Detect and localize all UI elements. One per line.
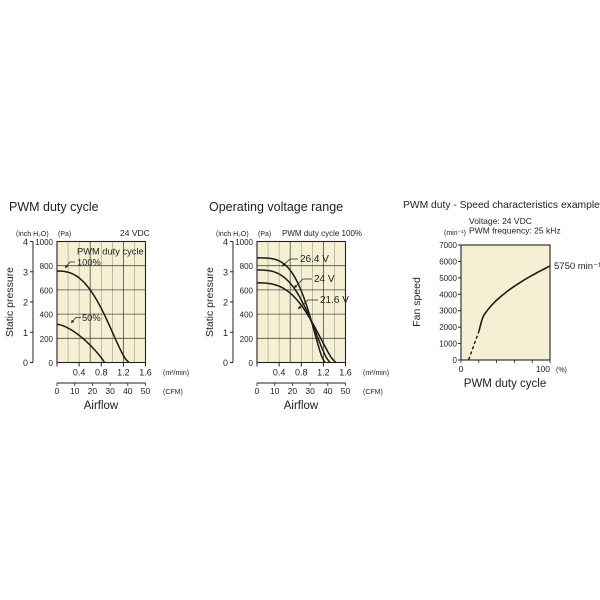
svg-text:200: 200 bbox=[240, 335, 254, 344]
svg-text:2: 2 bbox=[23, 298, 28, 308]
svg-text:600: 600 bbox=[240, 286, 254, 295]
svg-text:(Pa): (Pa) bbox=[58, 231, 71, 238]
svg-text:50%: 50% bbox=[82, 313, 101, 323]
svg-text:800: 800 bbox=[240, 262, 254, 271]
svg-text:50: 50 bbox=[141, 386, 151, 396]
svg-text:6000: 6000 bbox=[439, 257, 457, 266]
svg-text:1: 1 bbox=[223, 328, 228, 338]
svg-text:(CFM): (CFM) bbox=[163, 389, 183, 396]
svg-text:0: 0 bbox=[23, 358, 28, 368]
svg-text:(m³/min): (m³/min) bbox=[363, 370, 389, 377]
svg-text:24 VDC: 24 VDC bbox=[120, 228, 150, 238]
svg-text:0.4: 0.4 bbox=[73, 368, 86, 378]
svg-text:0: 0 bbox=[249, 359, 254, 368]
svg-text:4: 4 bbox=[23, 237, 28, 247]
svg-text:2: 2 bbox=[223, 298, 228, 308]
svg-text:0: 0 bbox=[255, 386, 260, 396]
svg-text:1.2: 1.2 bbox=[317, 368, 330, 378]
svg-text:10: 10 bbox=[270, 386, 280, 396]
svg-text:3: 3 bbox=[23, 267, 28, 277]
svg-text:0.4: 0.4 bbox=[273, 368, 286, 378]
svg-text:400: 400 bbox=[40, 311, 54, 320]
svg-text:(inch H₂O): (inch H₂O) bbox=[216, 231, 249, 238]
svg-text:0.8: 0.8 bbox=[95, 368, 108, 378]
svg-text:5000: 5000 bbox=[439, 274, 457, 283]
svg-text:200: 200 bbox=[40, 335, 54, 344]
svg-text:PWM duty cycle: PWM duty cycle bbox=[464, 378, 546, 390]
svg-text:7000: 7000 bbox=[439, 241, 457, 250]
svg-text:40: 40 bbox=[123, 386, 133, 396]
svg-text:10: 10 bbox=[70, 386, 80, 396]
svg-text:2000: 2000 bbox=[439, 323, 457, 332]
svg-text:1000: 1000 bbox=[439, 340, 457, 349]
svg-text:Airflow: Airflow bbox=[84, 400, 119, 412]
svg-text:1.6: 1.6 bbox=[339, 368, 352, 378]
svg-text:0: 0 bbox=[459, 364, 464, 374]
svg-text:Voltage: 24 VDC: Voltage: 24 VDC bbox=[469, 216, 532, 226]
svg-text:(CFM): (CFM) bbox=[363, 389, 383, 396]
svg-text:1: 1 bbox=[23, 328, 28, 338]
svg-text:30: 30 bbox=[305, 386, 315, 396]
svg-text:4000: 4000 bbox=[439, 290, 457, 299]
svg-text:(min⁻¹): (min⁻¹) bbox=[444, 230, 466, 237]
svg-text:Fan speed: Fan speed bbox=[411, 277, 423, 327]
svg-text:1.2: 1.2 bbox=[117, 368, 130, 378]
svg-text:24 V: 24 V bbox=[314, 274, 335, 285]
svg-text:26.4 V: 26.4 V bbox=[300, 254, 329, 265]
svg-text:PWM duty cycle: PWM duty cycle bbox=[77, 247, 144, 257]
svg-text:20: 20 bbox=[288, 386, 298, 396]
svg-text:Static pressure: Static pressure bbox=[204, 267, 216, 337]
svg-text:800: 800 bbox=[40, 262, 54, 271]
svg-text:40: 40 bbox=[323, 386, 333, 396]
svg-text:50: 50 bbox=[341, 386, 351, 396]
svg-text:3000: 3000 bbox=[439, 307, 457, 316]
svg-text:400: 400 bbox=[240, 311, 254, 320]
svg-text:100%: 100% bbox=[77, 258, 101, 268]
svg-text:21.6 V: 21.6 V bbox=[320, 295, 349, 306]
svg-text:(m³/min): (m³/min) bbox=[163, 370, 189, 377]
svg-text:0: 0 bbox=[453, 356, 458, 365]
svg-text:0.8: 0.8 bbox=[295, 368, 308, 378]
svg-text:(inch H₂O): (inch H₂O) bbox=[16, 231, 49, 238]
svg-text:1000: 1000 bbox=[35, 238, 53, 247]
svg-text:1.6: 1.6 bbox=[139, 368, 152, 378]
svg-text:100: 100 bbox=[536, 364, 550, 374]
svg-text:1000: 1000 bbox=[235, 238, 253, 247]
svg-text:30: 30 bbox=[105, 386, 115, 396]
svg-text:3: 3 bbox=[223, 267, 228, 277]
svg-text:(%): (%) bbox=[556, 367, 567, 374]
svg-text:(Pa): (Pa) bbox=[258, 231, 271, 238]
svg-text:PWM duty cycle 100%: PWM duty cycle 100% bbox=[282, 229, 362, 238]
svg-text:20: 20 bbox=[88, 386, 98, 396]
svg-text:0: 0 bbox=[55, 386, 60, 396]
svg-text:600: 600 bbox=[40, 286, 54, 295]
svg-text:5750 min⁻¹: 5750 min⁻¹ bbox=[554, 261, 600, 272]
svg-text:Static pressure: Static pressure bbox=[4, 267, 16, 337]
svg-text:0: 0 bbox=[49, 359, 54, 368]
svg-text:Airflow: Airflow bbox=[284, 400, 319, 412]
svg-text:4: 4 bbox=[223, 237, 228, 247]
svg-text:0: 0 bbox=[223, 358, 228, 368]
svg-text:PWM frequency: 25 kHz: PWM frequency: 25 kHz bbox=[469, 226, 561, 236]
